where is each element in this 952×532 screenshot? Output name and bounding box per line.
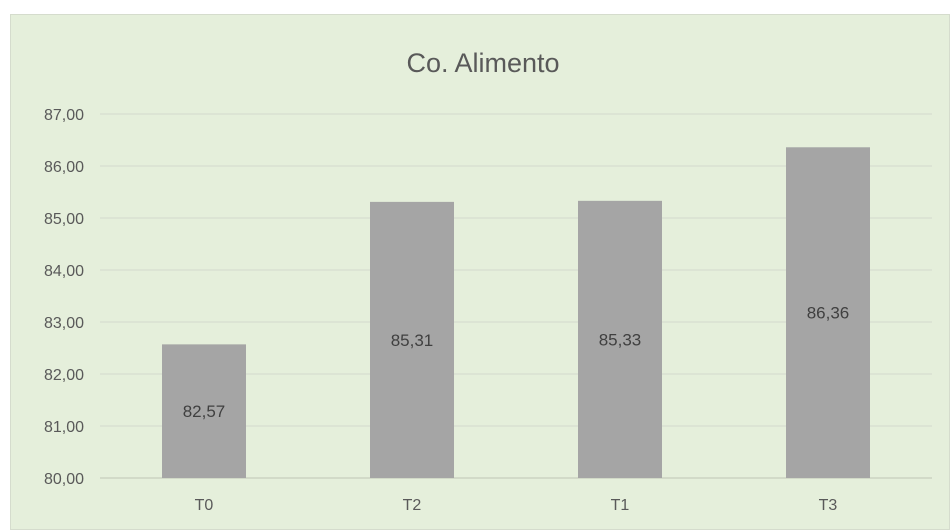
x-tick-label: T3 — [819, 497, 838, 514]
data-label: 85,33 — [599, 330, 642, 349]
y-tick-label: 82,00 — [44, 367, 84, 384]
data-labels: 82,57 85,31 85,33 86,36 — [183, 304, 850, 422]
x-tick-label: T1 — [611, 497, 630, 514]
y-tick-label: 81,00 — [44, 419, 84, 436]
x-tick-label: T2 — [403, 497, 422, 514]
x-axis-ticks: T0 T2 T1 T3 — [195, 497, 838, 514]
bar — [370, 201, 454, 478]
y-tick-label: 85,00 — [44, 211, 84, 228]
y-tick-label: 87,00 — [44, 107, 84, 124]
bar — [162, 344, 246, 478]
bar — [786, 147, 870, 478]
y-tick-label: 84,00 — [44, 263, 84, 280]
y-tick-label: 86,00 — [44, 159, 84, 176]
bar — [578, 200, 662, 478]
data-label: 85,31 — [391, 331, 434, 350]
y-axis-ticks: 80,00 81,00 82,00 83,00 84,00 85,00 86,00 87,00 — [44, 107, 84, 488]
chart-title: Co. Alimento — [406, 48, 559, 78]
y-tick-label: 83,00 — [44, 315, 84, 332]
data-label: 82,57 — [183, 402, 226, 421]
data-label: 86,36 — [807, 304, 850, 323]
y-tick-label: 80,00 — [44, 471, 84, 488]
x-tick-label: T0 — [195, 497, 214, 514]
bars — [162, 147, 870, 478]
